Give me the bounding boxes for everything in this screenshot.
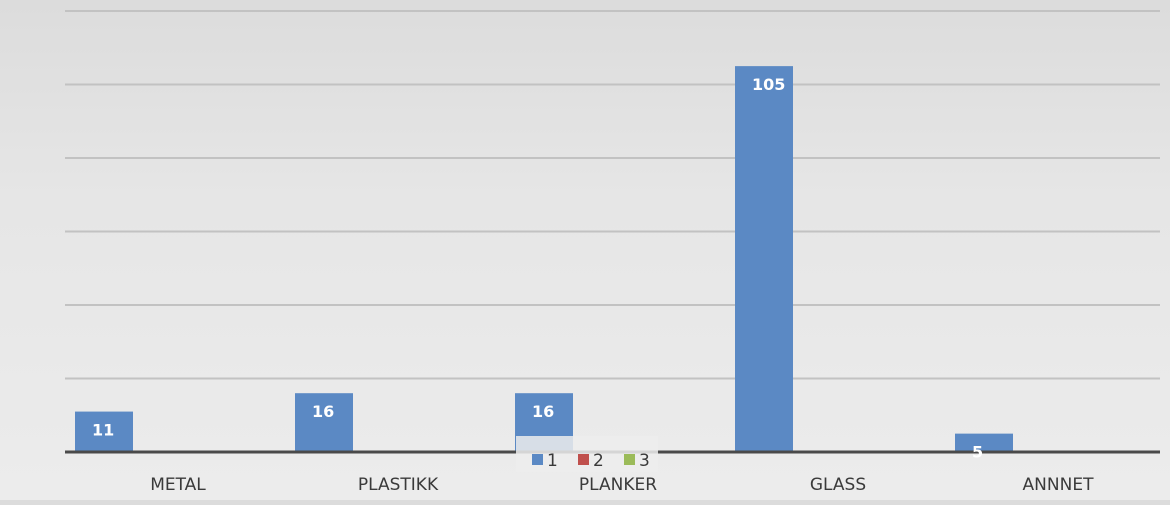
- data-label-metal: 11: [92, 421, 114, 440]
- gridlines: [65, 10, 1160, 380]
- data-label-annnet: 5: [972, 443, 983, 462]
- category-labels: METAL PLASTIKK PLANKER GLASS ANNNET: [150, 475, 1094, 495]
- data-label-plastikk: 16: [312, 402, 334, 421]
- bars: [75, 66, 1013, 452]
- legend-label-3: 3: [639, 451, 650, 471]
- data-label-planker: 16: [532, 402, 554, 421]
- data-label-glass: 105: [752, 75, 785, 94]
- legend-swatch-2: [578, 454, 589, 465]
- category-label: PLASTIKK: [358, 475, 439, 495]
- bar-annnet: [955, 433, 1013, 452]
- category-label: ANNNET: [1023, 475, 1095, 495]
- bar-glass: [735, 66, 793, 452]
- bar-metal: [75, 411, 133, 452]
- category-label: PLANKER: [579, 475, 657, 495]
- legend: 1 2 3: [516, 436, 658, 472]
- legend-label-1: 1: [547, 451, 558, 471]
- bar-plastikk: [295, 393, 353, 452]
- legend-label-2: 2: [593, 451, 604, 471]
- legend-swatch-3: [624, 454, 635, 465]
- category-label: METAL: [150, 475, 206, 495]
- data-labels: 11 16 16 105 5: [92, 75, 983, 462]
- category-label: GLASS: [810, 475, 866, 495]
- legend-swatch-1: [532, 454, 543, 465]
